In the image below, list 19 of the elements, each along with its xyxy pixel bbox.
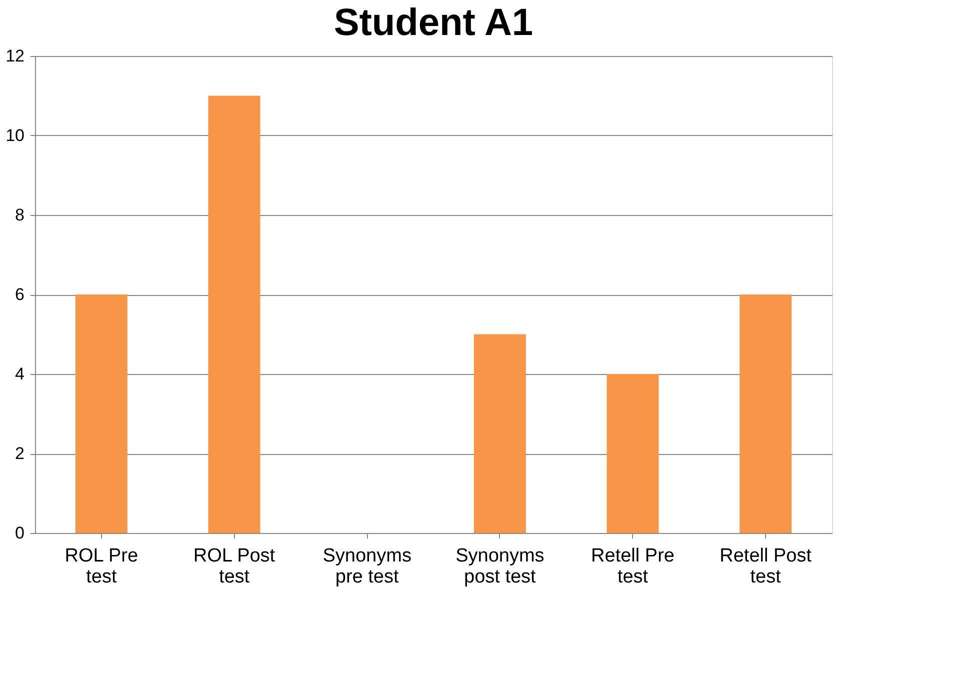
x-tick-label: ROL Pre test (64, 546, 138, 588)
x-tick-label: Synonyms pre test (322, 546, 412, 588)
bar (208, 96, 260, 533)
y-tick-label: 6 (15, 285, 24, 304)
bar (606, 374, 659, 533)
y-tick-label: 12 (6, 46, 24, 66)
y-tick-label: 4 (15, 364, 24, 384)
bar (474, 334, 526, 533)
y-tick-label: 8 (15, 206, 24, 224)
x-tick-label: Retell Post test (720, 546, 812, 588)
y-tick-label: 2 (15, 444, 24, 463)
y-tick-label: 10 (6, 126, 24, 145)
x-tick-label: Synonyms post test (456, 546, 544, 588)
x-tick-label: Retell Pre test (591, 546, 674, 588)
bar (75, 294, 128, 533)
x-tick-label: ROL Post test (193, 546, 276, 588)
chart-title: Student A1 (334, 2, 534, 44)
y-tick-label: 0 (15, 524, 24, 542)
bar (740, 294, 792, 533)
